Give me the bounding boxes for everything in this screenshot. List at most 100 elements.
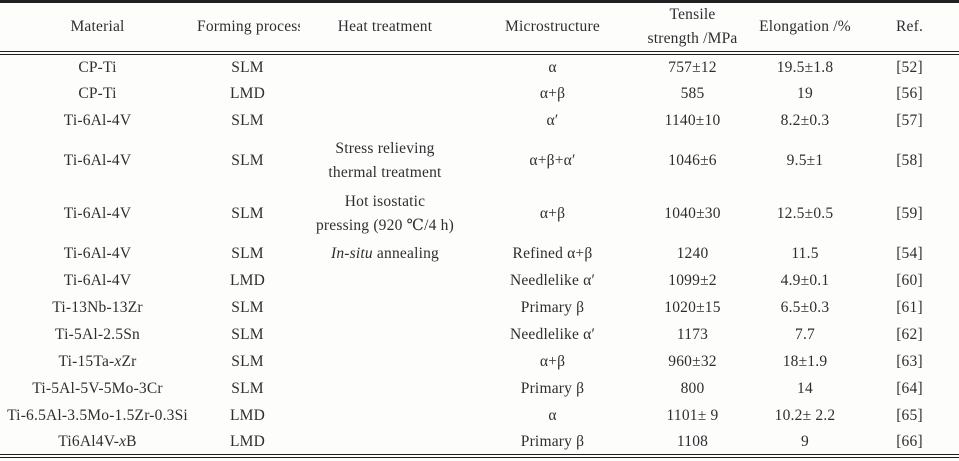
cell-tensile_strength: 1020±15 <box>664 298 721 316</box>
table-row: Ti-15Ta-xZr SLM α+β 960±32 18±1.9 [63] <box>0 348 959 375</box>
cell-ref: [64] <box>896 379 923 397</box>
cell-elongation: 19 <box>797 84 813 102</box>
cell-ref: [60] <box>896 271 923 289</box>
cell-line: pressing (920 ℃/4 h) <box>315 216 454 234</box>
cell-forming_process: SLM <box>231 58 264 76</box>
cell-ref: [63] <box>896 352 923 370</box>
cell-elongation: 12.5±0.5 <box>776 204 834 222</box>
cell-heat_treatment <box>300 80 470 107</box>
header-row: Material Forming process Heat treatment Mic… <box>0 1 959 56</box>
cell-ref: [54] <box>896 244 923 262</box>
cell-material: Ti-5Al-2.5Sn <box>55 325 140 343</box>
cell-ref: [59] <box>896 204 923 222</box>
table-row: Ti-6Al-4V SLM Hot isostatic pressing (920 ℃… <box>0 187 959 240</box>
table-row: CP-Ti SLM α 757±12 19.5±1.8 [52] <box>0 53 959 80</box>
cell-tensile_strength: 1099±2 <box>668 271 717 289</box>
table-row: Ti-13Nb-13Zr SLM Primary β 1020±15 6.5±0.3 [6… <box>0 294 959 321</box>
cell-material: CP-Ti <box>78 84 117 102</box>
cell-tensile_strength: 757±12 <box>668 58 717 76</box>
cell-ref: [62] <box>896 325 923 343</box>
cell-text-italic: x <box>119 432 127 450</box>
cell-elongation: 9.5±1 <box>786 151 824 169</box>
table-header: Material Forming process Heat treatment Mic… <box>0 1 959 56</box>
cell-text-italic: x <box>114 352 122 370</box>
cell-heat_treatment <box>300 402 470 429</box>
cell-microstructure: Primary β <box>520 432 585 450</box>
cell-elongation: 9 <box>801 432 809 450</box>
table-row: Ti-6Al-4V SLM α′ 1140±10 8.2±0.3 [57] <box>0 107 959 134</box>
table-row: Ti-6Al-4V SLM In-situ annealing Refined α+β… <box>0 240 959 267</box>
cell-microstructure: α+β <box>539 204 566 222</box>
cell-microstructure: α+β <box>539 84 566 102</box>
cell-material: Ti-6Al-4V <box>63 244 132 262</box>
cell-forming_process: LMD <box>229 406 266 424</box>
cell-material: Ti-6Al-4V <box>63 271 132 289</box>
cell-forming_process: SLM <box>231 325 264 343</box>
cell-heat_treatment: Stress relieving thermal treatment <box>300 134 470 187</box>
cell-tensile_strength: 1040±30 <box>664 204 721 222</box>
cell-heat_treatment <box>300 294 470 321</box>
cell-elongation: 19.5±1.8 <box>776 58 834 76</box>
cell-forming_process: SLM <box>231 352 264 370</box>
table-row: Ti-5Al-2.5Sn SLM Needlelike α′ 1173 7.7 [62] <box>0 321 959 348</box>
cell-forming_process: SLM <box>231 111 264 129</box>
cell-elongation: 10.2± 2.2 <box>774 406 836 424</box>
cell-heat_treatment <box>300 267 470 294</box>
cell-text: annealing <box>372 244 439 262</box>
cell-forming_process: LMD <box>229 271 266 289</box>
cell-elongation: 14 <box>797 379 813 397</box>
cell-material: Ti-15Ta-xZr <box>0 348 195 375</box>
cell-forming_process: SLM <box>231 204 264 222</box>
cell-ref: [52] <box>896 58 923 76</box>
cell-microstructure: Primary β <box>520 298 585 316</box>
cell-material: Ti-6Al-4V <box>63 151 132 169</box>
cell-text-italic: In-situ <box>330 244 373 262</box>
cell-heat_treatment: In-situ annealing <box>300 240 470 267</box>
cell-heat_treatment: Hot isostatic pressing (920 ℃/4 h) <box>300 187 470 240</box>
cell-elongation: 18±1.9 <box>782 352 828 370</box>
cell-tensile_strength: 1108 <box>676 432 709 450</box>
table-row: Ti-5Al-5V-5Mo-3Cr SLM Primary β 800 14 [64] <box>0 375 959 402</box>
cell-heat_treatment <box>300 348 470 375</box>
col-header-microstructure: Microstructure <box>470 1 635 56</box>
cell-microstructure: Needlelike α′ <box>509 325 596 343</box>
col-header-forming_process: Forming process <box>195 1 300 56</box>
col-header-line: strength /MPa <box>647 30 738 48</box>
cell-ref: [57] <box>896 111 923 129</box>
table-row: Ti-6Al-4V LMD Needlelike α′ 1099±2 4.9±0.1 [6… <box>0 267 959 294</box>
cell-material: CP-Ti <box>78 58 117 76</box>
cell-ref: [58] <box>896 151 923 169</box>
cell-material: Ti-6Al-4V <box>63 111 132 129</box>
cell-text: Zr <box>121 352 137 370</box>
cell-tensile_strength: 1173 <box>676 325 709 343</box>
cell-forming_process: LMD <box>229 84 266 102</box>
col-header-material: Material <box>0 1 195 56</box>
cell-elongation: 11.5 <box>791 244 819 262</box>
cell-line: Hot isostatic <box>344 192 426 210</box>
col-header-ref: Ref. <box>860 1 959 56</box>
cell-forming_process: SLM <box>231 151 264 169</box>
cell-elongation: 7.7 <box>795 325 815 343</box>
table-row: Ti6Al4V-xB LMD Primary β 1108 9 [66] <box>0 429 959 456</box>
cell-heat_treatment <box>300 375 470 402</box>
table-row: Ti-6Al-4V SLM Stress relieving thermal trea… <box>0 134 959 187</box>
cell-microstructure: α+β <box>539 352 566 370</box>
cell-material: Ti-6.5Al-3.5Mo-1.5Zr-0.3Si <box>7 406 188 424</box>
table-body: CP-Ti SLM α 757±12 19.5±1.8 [52] CP-Ti LMD α+β 58… <box>0 53 959 456</box>
cell-forming_process: SLM <box>231 244 264 262</box>
cell-ref: [56] <box>896 84 923 102</box>
cell-ref: [66] <box>896 432 923 450</box>
col-header-line: Tensile <box>669 6 716 23</box>
cell-heat_treatment <box>300 429 470 456</box>
cell-elongation: 6.5±0.3 <box>780 298 830 316</box>
cell-elongation: 4.9±0.1 <box>780 271 830 289</box>
cell-tensile_strength: 585 <box>680 84 705 102</box>
cell-heat_treatment <box>300 53 470 80</box>
col-header-tensile_strength: Tensile strength /MPa <box>635 1 750 56</box>
cell-material: Ti-13Nb-13Zr <box>52 298 143 316</box>
cell-forming_process: SLM <box>231 379 264 397</box>
cell-forming_process: LMD <box>229 432 266 450</box>
cell-tensile_strength: 1046±6 <box>668 151 717 169</box>
cell-line: Stress relieving <box>335 139 435 157</box>
